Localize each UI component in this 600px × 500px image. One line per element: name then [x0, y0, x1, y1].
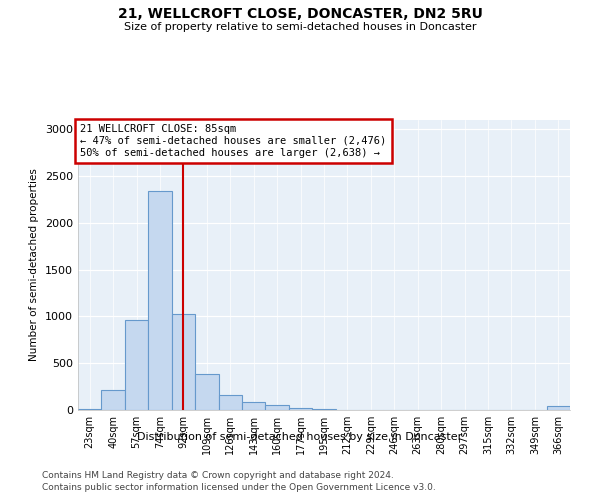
- Bar: [148, 191, 172, 410]
- Bar: [101, 390, 125, 410]
- Y-axis label: Number of semi-detached properties: Number of semi-detached properties: [29, 168, 40, 362]
- Bar: [218, 394, 242, 410]
- Bar: [172, 314, 195, 410]
- Bar: [195, 374, 218, 410]
- Bar: [242, 402, 265, 410]
- Bar: [265, 406, 289, 410]
- Text: Contains public sector information licensed under the Open Government Licence v3: Contains public sector information licen…: [42, 484, 436, 492]
- Text: Distribution of semi-detached houses by size in Doncaster: Distribution of semi-detached houses by …: [137, 432, 463, 442]
- Text: Size of property relative to semi-detached houses in Doncaster: Size of property relative to semi-detach…: [124, 22, 476, 32]
- Bar: [289, 408, 312, 410]
- Text: 21 WELLCROFT CLOSE: 85sqm
← 47% of semi-detached houses are smaller (2,476)
50% : 21 WELLCROFT CLOSE: 85sqm ← 47% of semi-…: [80, 124, 387, 158]
- Bar: [125, 320, 148, 410]
- Bar: [547, 406, 570, 410]
- Text: 21, WELLCROFT CLOSE, DONCASTER, DN2 5RU: 21, WELLCROFT CLOSE, DONCASTER, DN2 5RU: [118, 8, 482, 22]
- Text: Contains HM Land Registry data © Crown copyright and database right 2024.: Contains HM Land Registry data © Crown c…: [42, 471, 394, 480]
